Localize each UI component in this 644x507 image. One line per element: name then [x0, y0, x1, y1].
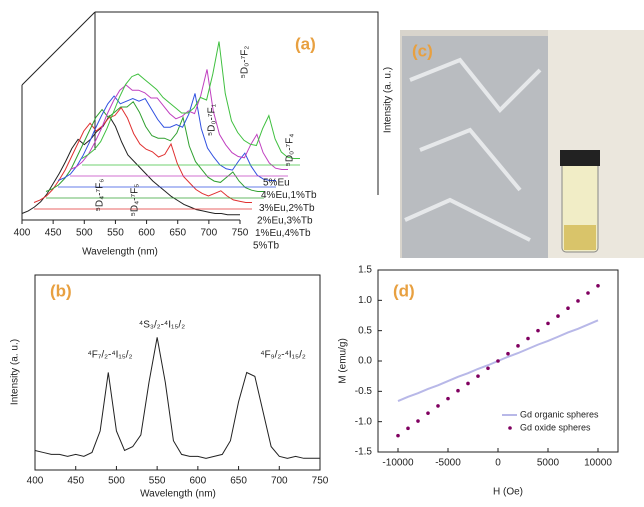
marker	[486, 366, 490, 370]
sediment	[564, 225, 596, 250]
x-tick-label: 550	[107, 228, 124, 239]
marker	[436, 404, 440, 408]
marker	[536, 329, 540, 333]
marker	[546, 322, 550, 326]
x-tick-label: 400	[14, 228, 31, 239]
x-tick-label: 450	[45, 228, 62, 239]
x-tick-label: 450	[67, 476, 84, 487]
x-tick-label: 650	[230, 476, 247, 487]
marker	[396, 434, 400, 438]
y-axis-label: Intensity (a. u.)	[383, 67, 394, 133]
legend-label: Gd oxide spheres	[520, 422, 591, 432]
marker	[426, 411, 430, 415]
annotation: ⁵D₀-⁷F₁	[207, 103, 218, 136]
x-tick-label: 650	[169, 228, 186, 239]
marker	[566, 306, 570, 310]
y-tick-label: -1.0	[355, 416, 373, 427]
marker	[466, 382, 470, 386]
spectrum	[70, 69, 288, 169]
y-tick-label: 0.5	[358, 325, 372, 336]
series-label: 4%Eu,1%Tb	[261, 190, 317, 201]
y-axis-label: M (emu/g)	[338, 338, 349, 384]
panel-label: (a)	[295, 34, 316, 53]
legend-label: Gd organic spheres	[520, 409, 599, 419]
spectrum	[82, 42, 300, 159]
marker	[586, 291, 590, 295]
marker	[526, 337, 530, 341]
x-tick-label: 400	[27, 476, 44, 487]
series-label: 2%Eu,3%Tb	[257, 215, 313, 226]
waterfall-frame	[22, 12, 378, 220]
x-axis-label: Wavelength (nm)	[140, 489, 216, 500]
x-tick-label: 550	[149, 476, 166, 487]
marker	[496, 359, 500, 363]
y-tick-label: 1.5	[358, 265, 372, 276]
series-label: 3%Eu,2%Tb	[259, 203, 315, 214]
annotation: ⁴S₃/₂-⁴I₁₅/₂	[139, 320, 185, 331]
x-tick-label: 750	[312, 476, 329, 487]
annotation: ⁴F₇/₂-⁴I₁₅/₂	[88, 350, 133, 361]
x-tick-label: -10000	[382, 458, 414, 469]
legend-marker	[508, 426, 512, 430]
x-tick-label: 5000	[537, 458, 560, 469]
panel-label: (d)	[393, 281, 415, 300]
marker	[516, 344, 520, 348]
x-tick-label: 600	[190, 476, 207, 487]
y-tick-label: -1.5	[355, 447, 373, 458]
marker	[556, 314, 560, 318]
figure: (c) 400 450 500 550 600 650 700 750 5%Tb 1%Eu,4%T…	[0, 0, 644, 507]
series-label: 5%Tb	[253, 241, 280, 252]
series-label: 5%Eu	[263, 178, 290, 189]
series-label: 1%Eu,4%Tb	[255, 228, 311, 239]
panel-label: (b)	[50, 281, 72, 300]
plot-frame	[35, 275, 320, 470]
marker	[406, 427, 410, 431]
marker	[576, 299, 580, 303]
photo-panel: (c)	[400, 30, 644, 258]
marker	[416, 419, 420, 423]
spectrum	[58, 93, 276, 180]
y-tick-label: -0.5	[355, 386, 373, 397]
x-tick-label: 10000	[584, 458, 612, 469]
panel-label: (c)	[412, 41, 433, 60]
annotation: ⁵D₄-⁷F₅	[130, 184, 141, 217]
x-tick-label: 700	[201, 228, 218, 239]
x-axis-label: Wavelength (nm)	[82, 247, 158, 258]
marker	[456, 389, 460, 393]
marker	[506, 352, 510, 356]
frame-lines	[22, 12, 378, 220]
spectrum	[34, 108, 252, 203]
y-tick-label: 0.0	[358, 356, 372, 367]
x-axis-label: H (Oe)	[493, 487, 523, 498]
x-tick-label: 700	[271, 476, 288, 487]
x-tick-label: 500	[108, 476, 125, 487]
y-tick-label: 1.0	[358, 295, 372, 306]
x-tick-label: -5000	[435, 458, 461, 469]
x-tick-label: 500	[76, 228, 93, 239]
marker	[446, 397, 450, 401]
x-tick-label: 0	[495, 458, 501, 469]
marker	[476, 374, 480, 378]
vial-cap	[560, 150, 600, 166]
x-tick-label: 750	[232, 228, 249, 239]
x-tick-label: 600	[138, 228, 155, 239]
annotation: ⁵D₄-⁷F₆	[95, 179, 106, 212]
marker	[596, 284, 600, 288]
annotation: ⁴F₉/₂-⁴I₁₅/₂	[260, 350, 306, 361]
annotation: ⁵D₀-⁷F₂	[240, 46, 251, 79]
annotation: ⁵D₀-⁷F₄	[285, 134, 296, 167]
y-axis-label: Intensity (a. u.)	[10, 339, 21, 405]
